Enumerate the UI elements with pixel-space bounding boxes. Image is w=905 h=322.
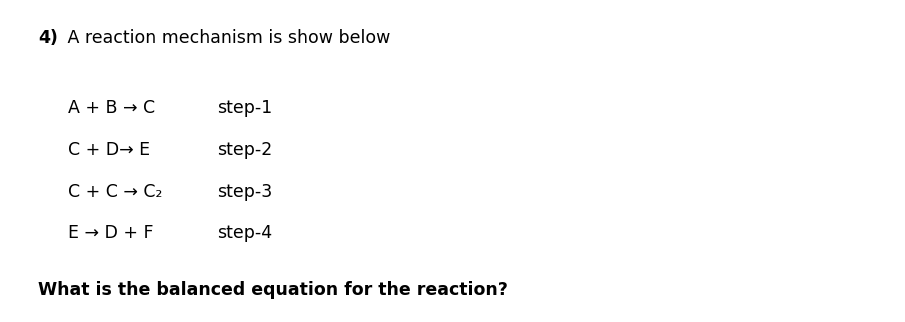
Text: step-2: step-2 bbox=[217, 141, 272, 159]
Text: step-3: step-3 bbox=[217, 183, 272, 201]
Text: C + D→ E: C + D→ E bbox=[68, 141, 150, 159]
Text: C + C → C₂: C + C → C₂ bbox=[68, 183, 162, 201]
Text: step-1: step-1 bbox=[217, 99, 272, 117]
Text: step-4: step-4 bbox=[217, 224, 272, 242]
Text: A reaction mechanism is show below: A reaction mechanism is show below bbox=[62, 29, 390, 47]
Text: E → D + F: E → D + F bbox=[68, 224, 153, 242]
Text: 4): 4) bbox=[38, 29, 58, 47]
Text: A + B → C: A + B → C bbox=[68, 99, 155, 117]
Text: What is the balanced equation for the reaction?: What is the balanced equation for the re… bbox=[38, 281, 508, 299]
